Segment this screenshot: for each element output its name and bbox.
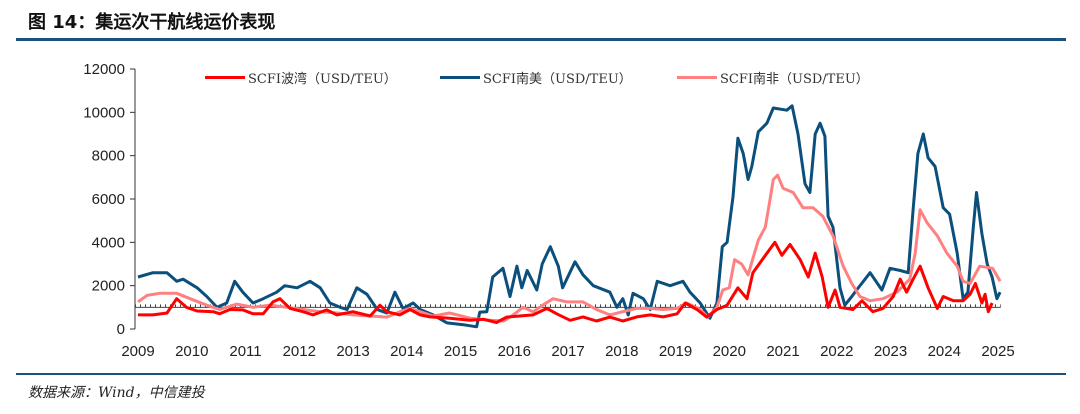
- legend-item-south-america: SCFI南美（USD/TEU）: [440, 68, 632, 87]
- x-tick-label: 2025: [981, 343, 1014, 360]
- legend-label: SCFI南非（USD/TEU）: [720, 72, 869, 87]
- x-tick-label: 2016: [498, 343, 531, 360]
- series-line-2: [137, 173, 1002, 323]
- x-tick-label: 2018: [605, 343, 638, 360]
- x-tick-label: 2020: [713, 343, 746, 360]
- y-tick-label: 2000: [92, 278, 125, 295]
- legend-label: SCFI波湾（USD/TEU）: [248, 72, 397, 87]
- x-tick-label: 2015: [444, 343, 477, 360]
- x-tick-label: 2011: [229, 343, 261, 360]
- figure-title: 图 14：集运次干航线运价表现: [28, 12, 276, 33]
- y-tick-label: 4000: [92, 234, 125, 251]
- x-tick-label: 2017: [551, 343, 584, 360]
- legend-label: SCFI南美（USD/TEU）: [483, 72, 632, 87]
- x-tick-label: 2024: [928, 343, 961, 360]
- x-tick-label: 2009: [121, 343, 154, 360]
- legend-item-south-africa: SCFI南非（USD/TEU）: [677, 68, 869, 87]
- y-tick-label: 6000: [92, 191, 125, 208]
- series-line-1: [137, 104, 1002, 329]
- y-tick-label: 8000: [92, 148, 125, 165]
- x-tick-label: 2022: [820, 343, 853, 360]
- x-tick-label: 2010: [175, 343, 208, 360]
- y-tick-label: 10000: [83, 104, 125, 121]
- title-divider: [16, 38, 1066, 41]
- x-tick-label: 2013: [336, 343, 369, 360]
- x-tick-label: 2023: [874, 343, 907, 360]
- y-tick-label: 0: [117, 321, 125, 338]
- footer-divider: [16, 373, 1066, 375]
- legend-swatch: [205, 76, 245, 79]
- x-tick-label: 2014: [390, 343, 423, 360]
- source-note: 数据来源：Wind，中信建投: [28, 385, 205, 401]
- legend-swatch: [677, 76, 717, 79]
- x-tick-label: 2019: [659, 343, 692, 360]
- y-tick-label: 12000: [83, 61, 125, 78]
- legend-item-gulf: SCFI波湾（USD/TEU）: [205, 68, 397, 87]
- series-line-0: [138, 240, 994, 324]
- x-tick-label: 2012: [283, 343, 316, 360]
- x-tick-label: 2021: [766, 343, 799, 360]
- legend-swatch: [440, 76, 480, 79]
